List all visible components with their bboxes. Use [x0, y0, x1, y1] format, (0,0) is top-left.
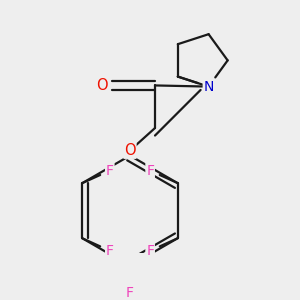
Text: F: F	[146, 244, 154, 258]
Text: O: O	[97, 78, 108, 93]
Text: F: F	[126, 286, 134, 300]
Text: N: N	[203, 80, 214, 94]
Text: O: O	[124, 143, 136, 158]
Text: F: F	[106, 244, 114, 258]
Text: F: F	[146, 164, 154, 178]
Text: F: F	[106, 164, 114, 178]
